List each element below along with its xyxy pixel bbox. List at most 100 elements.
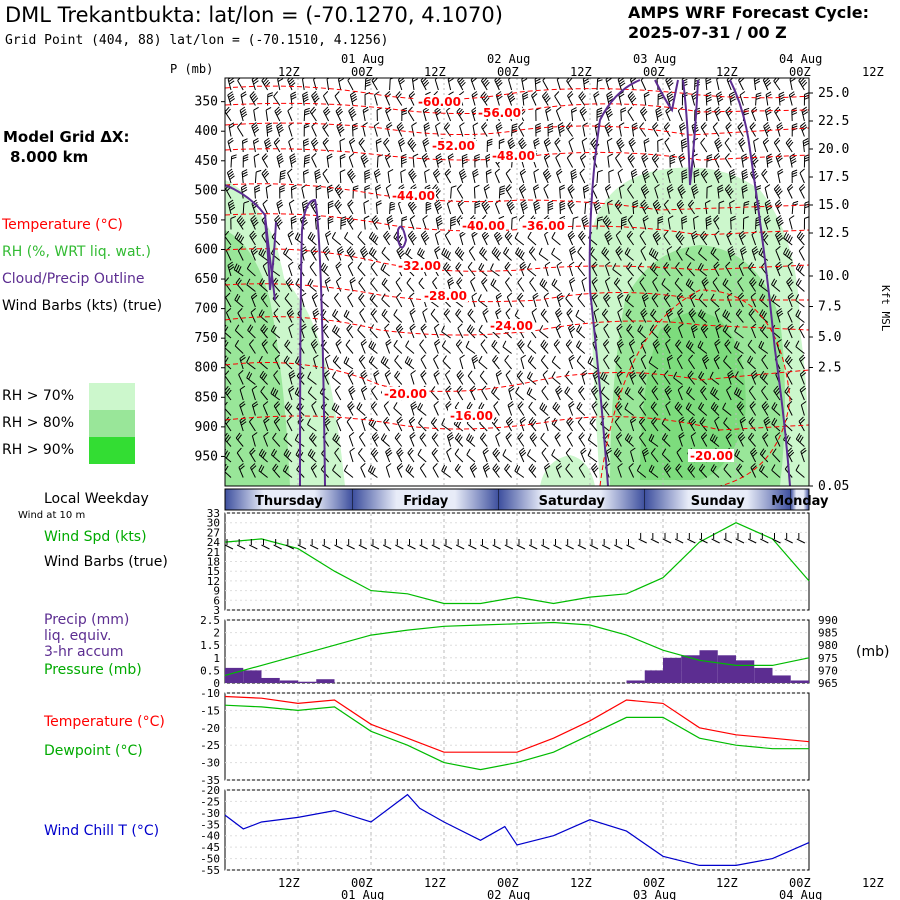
wind-barb [237, 246, 244, 261]
wind-barb [736, 401, 745, 416]
wind-barb [272, 463, 281, 478]
precip-label: Precip (mm) [44, 612, 130, 628]
wind-barb [624, 386, 634, 401]
wind-barb [495, 91, 503, 106]
precip-liq-label: liq. equiv. [44, 628, 112, 644]
pressure-line [224, 621, 810, 676]
wind-barb [435, 122, 441, 137]
height-tick-label: 7.5 [818, 300, 841, 315]
weekday-cell [790, 489, 809, 510]
weekday-label: Saturday [539, 494, 606, 509]
wind-barb [468, 246, 476, 261]
wind-barb [457, 199, 464, 215]
wind-barb [242, 138, 248, 153]
y-tick-label: 24 [207, 536, 221, 549]
temperature-contour-label: -20.00 [690, 449, 733, 463]
wind-barb [505, 370, 513, 385]
wind-barb [565, 463, 573, 478]
wind-barb [666, 354, 673, 370]
precip-bar [754, 667, 773, 683]
wind-barb [540, 339, 549, 354]
wind-barb [249, 447, 256, 463]
weekday-label: Local Weekday [44, 491, 149, 507]
wind-barb [795, 464, 805, 478]
wind-barb [555, 463, 563, 478]
wind-barb [481, 277, 488, 292]
wind-barb [490, 263, 500, 277]
date-label-bottom: 03 Aug [633, 888, 676, 900]
wind-barb [737, 277, 744, 292]
surface-wind-barb [297, 539, 307, 550]
wind-barb [225, 308, 232, 323]
wind-barb [447, 153, 454, 168]
surface-wind-barb [601, 539, 611, 550]
wind-barb [456, 106, 465, 122]
wind-barb [786, 370, 793, 385]
wind-barb [288, 385, 295, 401]
wind-barb [669, 153, 676, 168]
wind-barb [640, 78, 647, 91]
wind-barb [776, 122, 784, 137]
wind-barb [385, 463, 392, 478]
wind-barb [555, 385, 563, 401]
wind-barb [787, 323, 794, 339]
wind-barb [527, 340, 537, 354]
wind-barb [444, 230, 452, 246]
wind-barb [712, 122, 720, 137]
cloud-outline [682, 79, 699, 186]
wind-barb [343, 356, 354, 370]
wind-barb [303, 154, 311, 168]
wind-barb [673, 371, 683, 385]
wind-barb [485, 153, 492, 168]
wind-barb [491, 339, 500, 354]
wind-barb [381, 277, 390, 292]
wind-barb [772, 448, 781, 463]
wind-barb [422, 215, 428, 230]
wind-barb [641, 447, 649, 463]
wind-barb [773, 137, 781, 153]
precip-bar [772, 675, 791, 683]
wind-barb [380, 433, 390, 447]
wind-barb [417, 247, 427, 261]
wind-barb [421, 153, 430, 168]
wind-barb [375, 200, 382, 215]
wind-barb [742, 216, 749, 230]
wind-barb [242, 200, 250, 215]
wind-barb [651, 416, 659, 432]
wind-barb [617, 168, 624, 184]
wind-barb [505, 184, 513, 199]
wind-barb [310, 199, 318, 215]
wind-barb [723, 463, 732, 478]
wind-barb [762, 432, 769, 447]
rh80-swatch [89, 410, 135, 437]
wind-barb [576, 324, 586, 339]
pressure-tick-label: 950 [195, 449, 218, 464]
wind-barb [384, 370, 392, 385]
wind-barb [640, 354, 647, 370]
wind-barb [358, 432, 366, 447]
wind-barb [434, 199, 443, 215]
wind-barb [234, 231, 245, 246]
wind-barb [571, 107, 577, 122]
rh90-swatch [89, 437, 135, 464]
wind-barb [628, 137, 636, 153]
wind-barb [238, 370, 244, 385]
wind-barb [236, 215, 246, 230]
weekday-cell [644, 489, 791, 510]
wind-barb [688, 308, 697, 323]
wind-barb [753, 137, 759, 153]
wind-barb [556, 168, 563, 184]
wind-barb [442, 355, 451, 370]
y-tick-label: -25 [200, 795, 220, 808]
wind-barb [582, 122, 588, 137]
wind-barb [688, 416, 697, 432]
wind-barb [498, 185, 506, 199]
wind-barb [518, 122, 525, 137]
wind-barb [770, 294, 781, 308]
wind-barb [344, 231, 354, 246]
temperature-contour-label: -28.00 [424, 289, 467, 303]
height-tick-label: 0.05 [818, 479, 849, 494]
pressure-axis-label: P (mb) [170, 62, 213, 76]
wind-barb [576, 355, 586, 370]
weekday-cell [225, 489, 353, 510]
